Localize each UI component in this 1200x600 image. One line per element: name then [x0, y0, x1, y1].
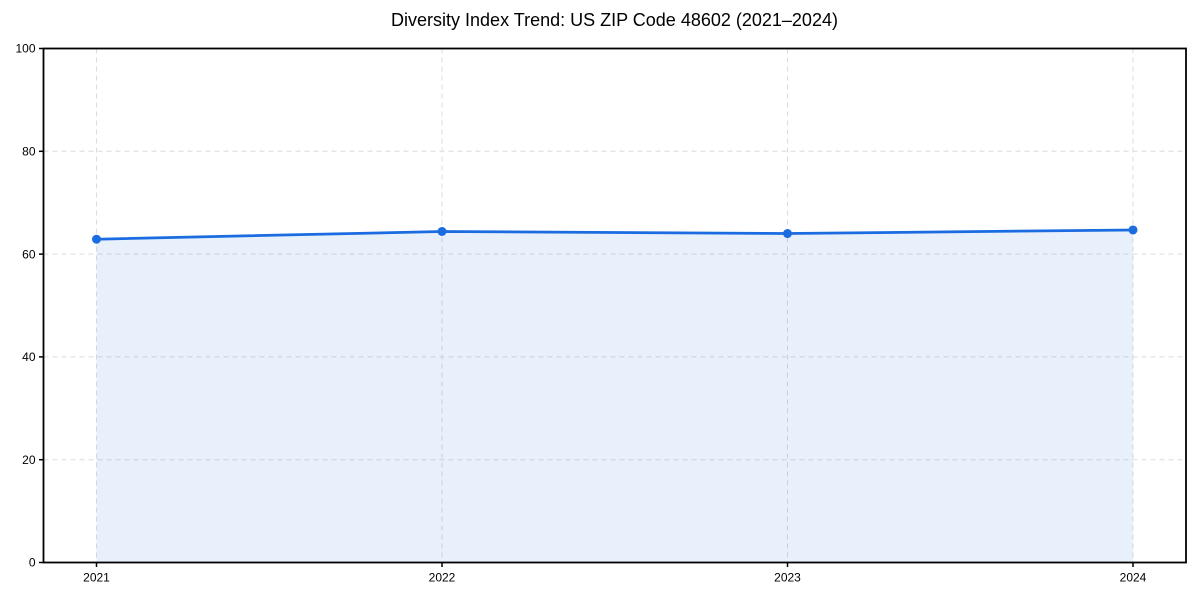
x-axis-tick-label: 2024: [1120, 571, 1147, 585]
data-point-2024: [1128, 225, 1138, 235]
x-axis-tick-label: 2021: [83, 571, 110, 585]
y-axis-tick-label: 80: [22, 145, 36, 159]
data-point-2023: [783, 229, 792, 239]
x-axis-tick-label: 2023: [774, 571, 801, 585]
axes-ticks: 0 20 40 60 80 100 2021 2022 2023 2024: [15, 42, 1146, 585]
area-fill: [96, 229, 1133, 563]
y-axis-tick-label: 100: [15, 42, 35, 56]
trend-line: [95, 228, 1135, 241]
y-axis-tick-label: 40: [22, 350, 36, 364]
grid-lines: [43, 48, 1186, 563]
data-point-2022: [437, 226, 447, 236]
x-axis-tick-label: 2022: [429, 571, 456, 585]
chart-title: Diversity Index Trend: US ZIP Code 48602…: [391, 10, 838, 30]
y-axis-tick-label: 60: [22, 247, 36, 261]
data-points: [92, 225, 1138, 244]
data-point-2021: [92, 234, 101, 244]
plot-border: [42, 47, 1187, 564]
y-axis-tick-label: 0: [29, 556, 36, 570]
y-axis-tick-label: 20: [22, 453, 36, 467]
